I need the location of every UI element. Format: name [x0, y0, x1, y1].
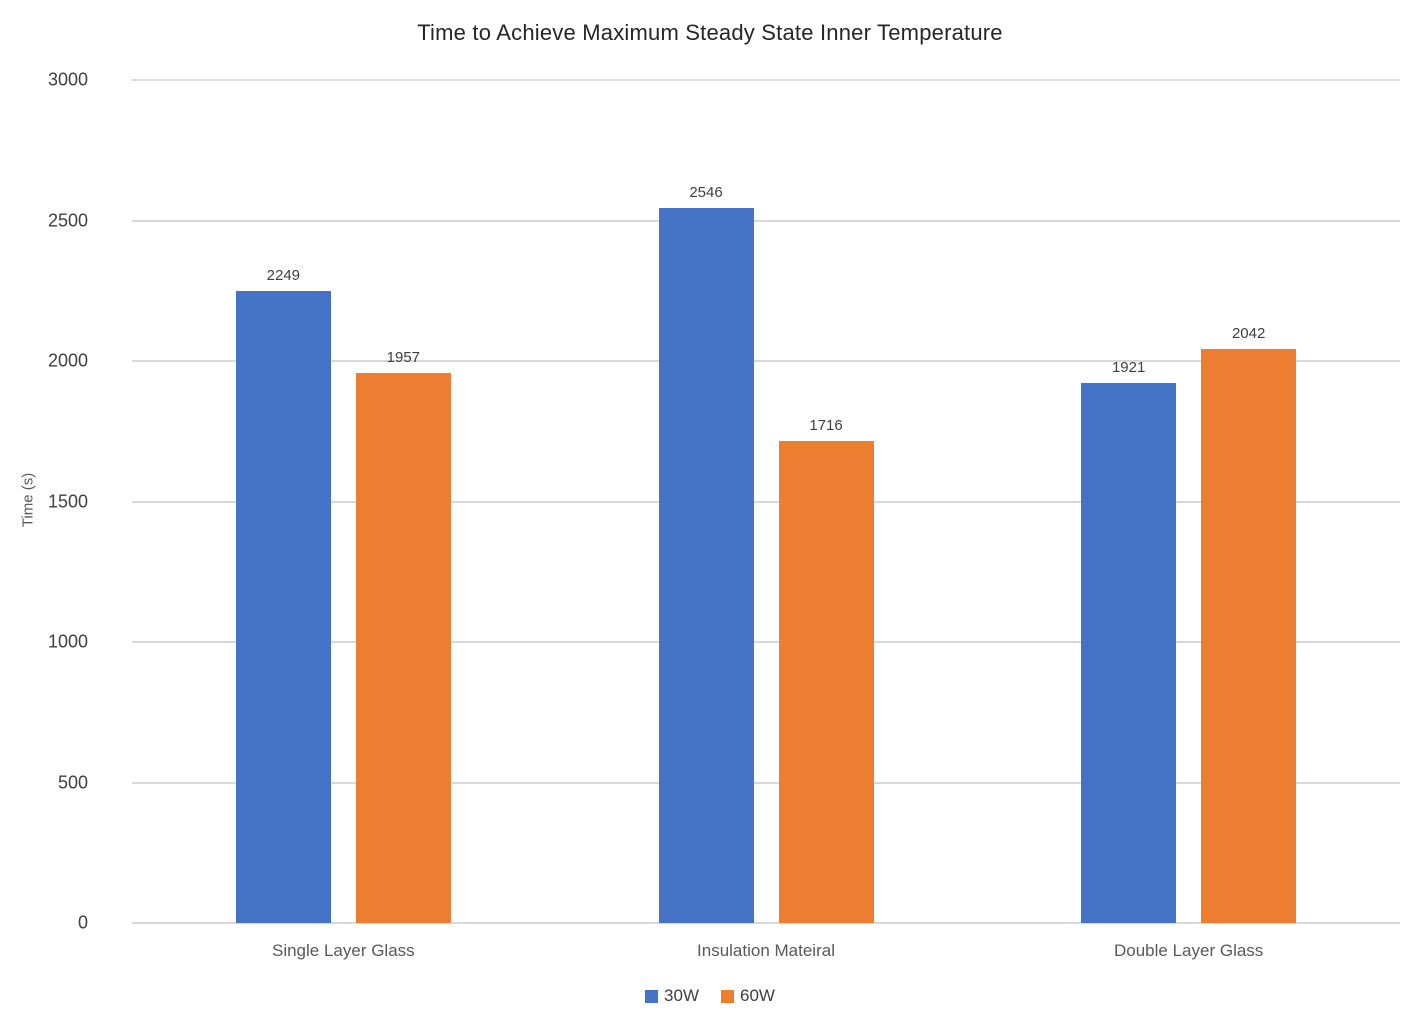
category-label: Double Layer Glass — [1114, 941, 1264, 960]
bar-value-label: 1716 — [809, 416, 843, 434]
gridline — [132, 360, 1400, 362]
bar-30W-double-layer-glass — [1081, 383, 1177, 923]
bar-60W-single-layer-glass — [355, 373, 451, 923]
bar-30W-insulation-mateiral — [658, 207, 754, 923]
gridline — [132, 79, 1400, 81]
bar-30W-single-layer-glass — [235, 291, 331, 923]
legend: 30W 60W — [0, 986, 1420, 1006]
legend-item-60W: 60W — [721, 986, 775, 1006]
bar-value-label: 2042 — [1231, 325, 1266, 343]
y-tick-label: 2500 — [47, 210, 88, 230]
chart-title: Time to Achieve Maximum Steady State Inn… — [417, 20, 1003, 45]
gridline — [132, 781, 1400, 784]
legend-label: 30W — [664, 986, 699, 1005]
gridline — [132, 641, 1400, 643]
bar-value-label: 1921 — [1111, 359, 1146, 377]
category-label: Single Layer Glass — [271, 941, 415, 960]
legend-swatch-icon — [721, 989, 734, 1003]
y-axis-title: Time (s) — [19, 472, 37, 528]
bar-value-label: 2546 — [689, 183, 723, 201]
gridline — [132, 500, 1400, 503]
plot-area: 0 500 1000 1500 2000 2500 3000 2249 1957 2546 1716… — [48, 70, 1400, 933]
y-tick-label: 2000 — [47, 350, 88, 371]
bar-value-label: 1957 — [386, 349, 421, 367]
bar-60W-insulation-mateiral — [778, 440, 874, 923]
y-tick-label: 1500 — [47, 491, 88, 511]
legend-label: 60W — [740, 986, 775, 1005]
legend-item-30W: 30W — [645, 986, 699, 1006]
y-tick-label: 500 — [57, 772, 88, 792]
gridline — [132, 922, 1400, 924]
bar-60W-double-layer-glass — [1201, 349, 1297, 923]
bar-value-label: 2249 — [266, 267, 301, 285]
y-tick-label: 1000 — [47, 631, 88, 652]
legend-swatch-icon — [645, 989, 659, 1003]
gridline — [132, 219, 1400, 222]
category-label: Insulation Mateiral — [697, 941, 835, 960]
y-tick-label: 0 — [77, 912, 88, 933]
y-tick-label: 3000 — [47, 69, 88, 90]
